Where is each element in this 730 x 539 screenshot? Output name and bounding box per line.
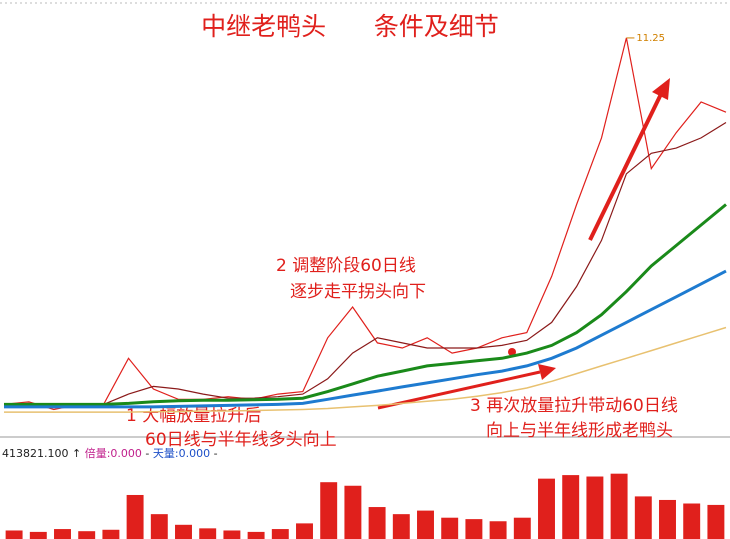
volume-bar — [126, 494, 144, 539]
volume-bar — [610, 473, 628, 539]
volume-bar — [586, 476, 604, 539]
volume-bar — [417, 510, 434, 539]
volume-header-item: 天量:0.000 — [153, 447, 210, 460]
volume-bar — [247, 531, 265, 539]
volume-bar — [441, 517, 459, 539]
marker — [508, 348, 516, 356]
arrow-head — [652, 78, 670, 100]
volume-bar — [29, 531, 47, 539]
volume-bar — [102, 529, 120, 539]
volume-bar — [562, 475, 580, 539]
volume-bar — [634, 496, 652, 539]
series-line — [4, 203, 727, 406]
volume-bar — [223, 530, 241, 539]
volume-header-item: 413821.100 — [2, 447, 68, 460]
peak-label: 11.25 — [636, 33, 665, 44]
volume-header-item: 倍量:0.000 — [85, 446, 142, 460]
annotation: 1 大幅放量拉升后 — [126, 406, 261, 426]
volume-bar — [5, 530, 23, 539]
volume-bar — [683, 503, 701, 539]
series-line — [4, 326, 727, 413]
arrow — [377, 370, 541, 410]
volume-bar — [707, 504, 725, 539]
arrow-head — [538, 364, 556, 380]
annotation: 2 调整阶段60日线 — [276, 256, 416, 276]
volume-bar — [392, 514, 410, 539]
series-line — [4, 269, 727, 409]
annotation: 3 再次放量拉升带动60日线 — [470, 396, 678, 416]
volume-header: 413821.100 ↑ 倍量:0.000 - 天量:0.000 - — [2, 446, 218, 460]
volume-bar — [320, 482, 338, 539]
volume-header-item: - — [214, 447, 218, 460]
volume-header-item: ↑ — [72, 447, 81, 460]
volume-bar — [489, 521, 507, 539]
volume-bar — [78, 531, 96, 539]
series-line — [3, 37, 727, 411]
volume-bar — [296, 523, 313, 539]
annotation: 逐步走平拐头向下 — [290, 282, 426, 302]
volume-bar — [513, 517, 531, 539]
volume-header-item: - — [145, 447, 149, 460]
chart-title: 中继老鸭头 条件及细节 — [201, 12, 499, 41]
volume-bar — [465, 519, 483, 539]
volume-bar — [175, 524, 192, 539]
annotation: 向上与半年线形成老鸭头 — [486, 421, 673, 441]
volume-bar — [150, 514, 168, 539]
volume-bar — [54, 529, 71, 539]
annotation: 60日线与半年线多头向上 — [145, 430, 337, 450]
volume-bar — [659, 499, 676, 539]
series-line — [3, 121, 727, 407]
arrows — [377, 78, 670, 410]
volume-bar — [538, 478, 555, 539]
arrow — [588, 91, 664, 241]
volume-bar — [271, 529, 289, 539]
volume-bar — [344, 485, 362, 539]
volume-bar — [199, 528, 217, 539]
volume-bar — [368, 507, 386, 539]
